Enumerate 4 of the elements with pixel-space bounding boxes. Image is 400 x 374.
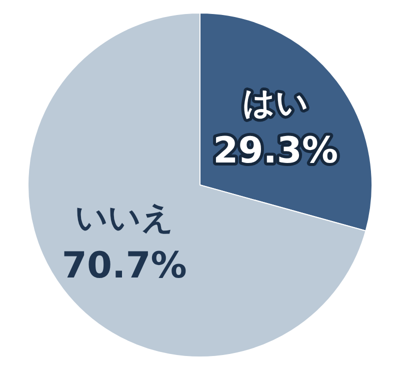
data-label: 70.7% — [62, 246, 187, 287]
slice-label: いいえ — [74, 198, 174, 237]
slice-label: はい — [242, 83, 309, 122]
data-label: 29.3% — [213, 130, 338, 172]
